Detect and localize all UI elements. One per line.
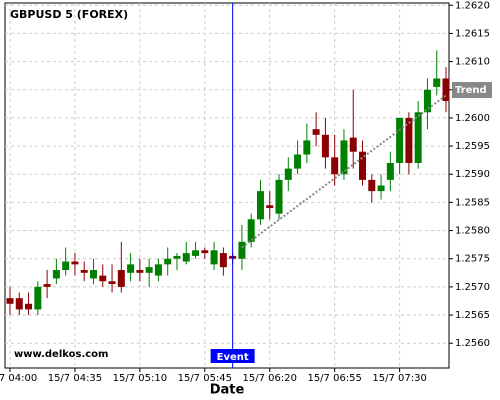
y-tick-label: 1.2565 — [455, 310, 490, 321]
y-tick-label: 1.2570 — [455, 282, 490, 293]
candle-body — [6, 298, 14, 304]
candle-body — [423, 89, 431, 113]
candle-body — [173, 255, 181, 259]
x-tick-label: 15/7 05:45 — [178, 373, 232, 384]
candle-body — [303, 140, 311, 155]
y-tick-label: 1.2595 — [455, 141, 490, 152]
candle-body — [377, 185, 385, 192]
candle-body — [192, 250, 200, 256]
x-tick-label: 15/7 04:00 — [0, 373, 37, 384]
x-tick-label: 15/7 06:55 — [307, 373, 361, 384]
candle-body — [108, 281, 116, 285]
candle-body — [164, 258, 172, 265]
candle-body — [433, 78, 441, 87]
x-tick-label: 15/7 05:10 — [113, 373, 167, 384]
candle-body — [414, 112, 422, 163]
candle-body — [15, 298, 23, 310]
candle-body — [331, 157, 339, 175]
candle-body — [201, 250, 209, 254]
candle-body — [210, 250, 218, 265]
candle-body — [368, 179, 376, 192]
candle-body — [71, 261, 79, 265]
candle-body — [266, 205, 274, 209]
y-tick-label: 1.2620 — [455, 0, 490, 11]
candle-body — [62, 261, 70, 270]
y-tick-label: 1.2590 — [455, 169, 490, 180]
candle-body — [99, 275, 107, 282]
trend-label: Trend — [455, 85, 487, 96]
x-tick-label: 15/7 04:35 — [48, 373, 102, 384]
y-tick-label: 1.2615 — [455, 28, 490, 39]
watermark: www.delkos.com — [14, 349, 108, 360]
trend-line — [241, 94, 447, 249]
y-tick-label: 1.2600 — [455, 113, 490, 124]
candle-body — [145, 267, 153, 273]
candle-body — [136, 269, 144, 273]
event-label-box — [210, 349, 255, 363]
candle-body — [43, 284, 51, 287]
chart-title: GBPUSD 5 (FOREX) — [10, 8, 128, 21]
candle-body — [247, 219, 255, 242]
candle-body — [405, 117, 413, 163]
candle-body — [89, 269, 97, 279]
y-tick-label: 1.2585 — [455, 197, 490, 208]
candle-body — [127, 264, 135, 273]
event-label: Event — [217, 352, 249, 363]
y-tick-label: 1.2560 — [455, 338, 490, 349]
candle-body — [349, 137, 357, 152]
candle-body — [52, 269, 60, 279]
candle-body — [256, 191, 264, 220]
candle-body — [386, 162, 394, 180]
candle-body — [284, 168, 292, 180]
candle-body — [25, 303, 33, 310]
candle-body — [80, 269, 88, 273]
candle-body — [219, 253, 227, 268]
candle-body — [154, 264, 162, 276]
x-tick-label: 15/7 07:30 — [372, 373, 426, 384]
candle-body — [275, 179, 283, 214]
candle-body — [238, 241, 246, 259]
candle-body — [340, 140, 348, 175]
candle-body — [117, 269, 125, 287]
y-tick-label: 1.2610 — [455, 57, 490, 68]
candle-body — [396, 117, 404, 163]
y-tick-label: 1.2575 — [455, 254, 490, 265]
candle-body — [321, 134, 329, 158]
candle-body — [312, 129, 320, 135]
candle-body — [359, 151, 367, 180]
y-tick-label: 1.2580 — [455, 226, 490, 237]
candle-body — [442, 78, 450, 102]
x-axis-title: Date — [210, 383, 245, 398]
x-tick-label: 15/7 06:20 — [243, 373, 297, 384]
candle-body — [34, 286, 42, 310]
candle-body — [294, 154, 302, 169]
trend-label-box — [452, 82, 492, 98]
candle-body — [182, 253, 190, 262]
